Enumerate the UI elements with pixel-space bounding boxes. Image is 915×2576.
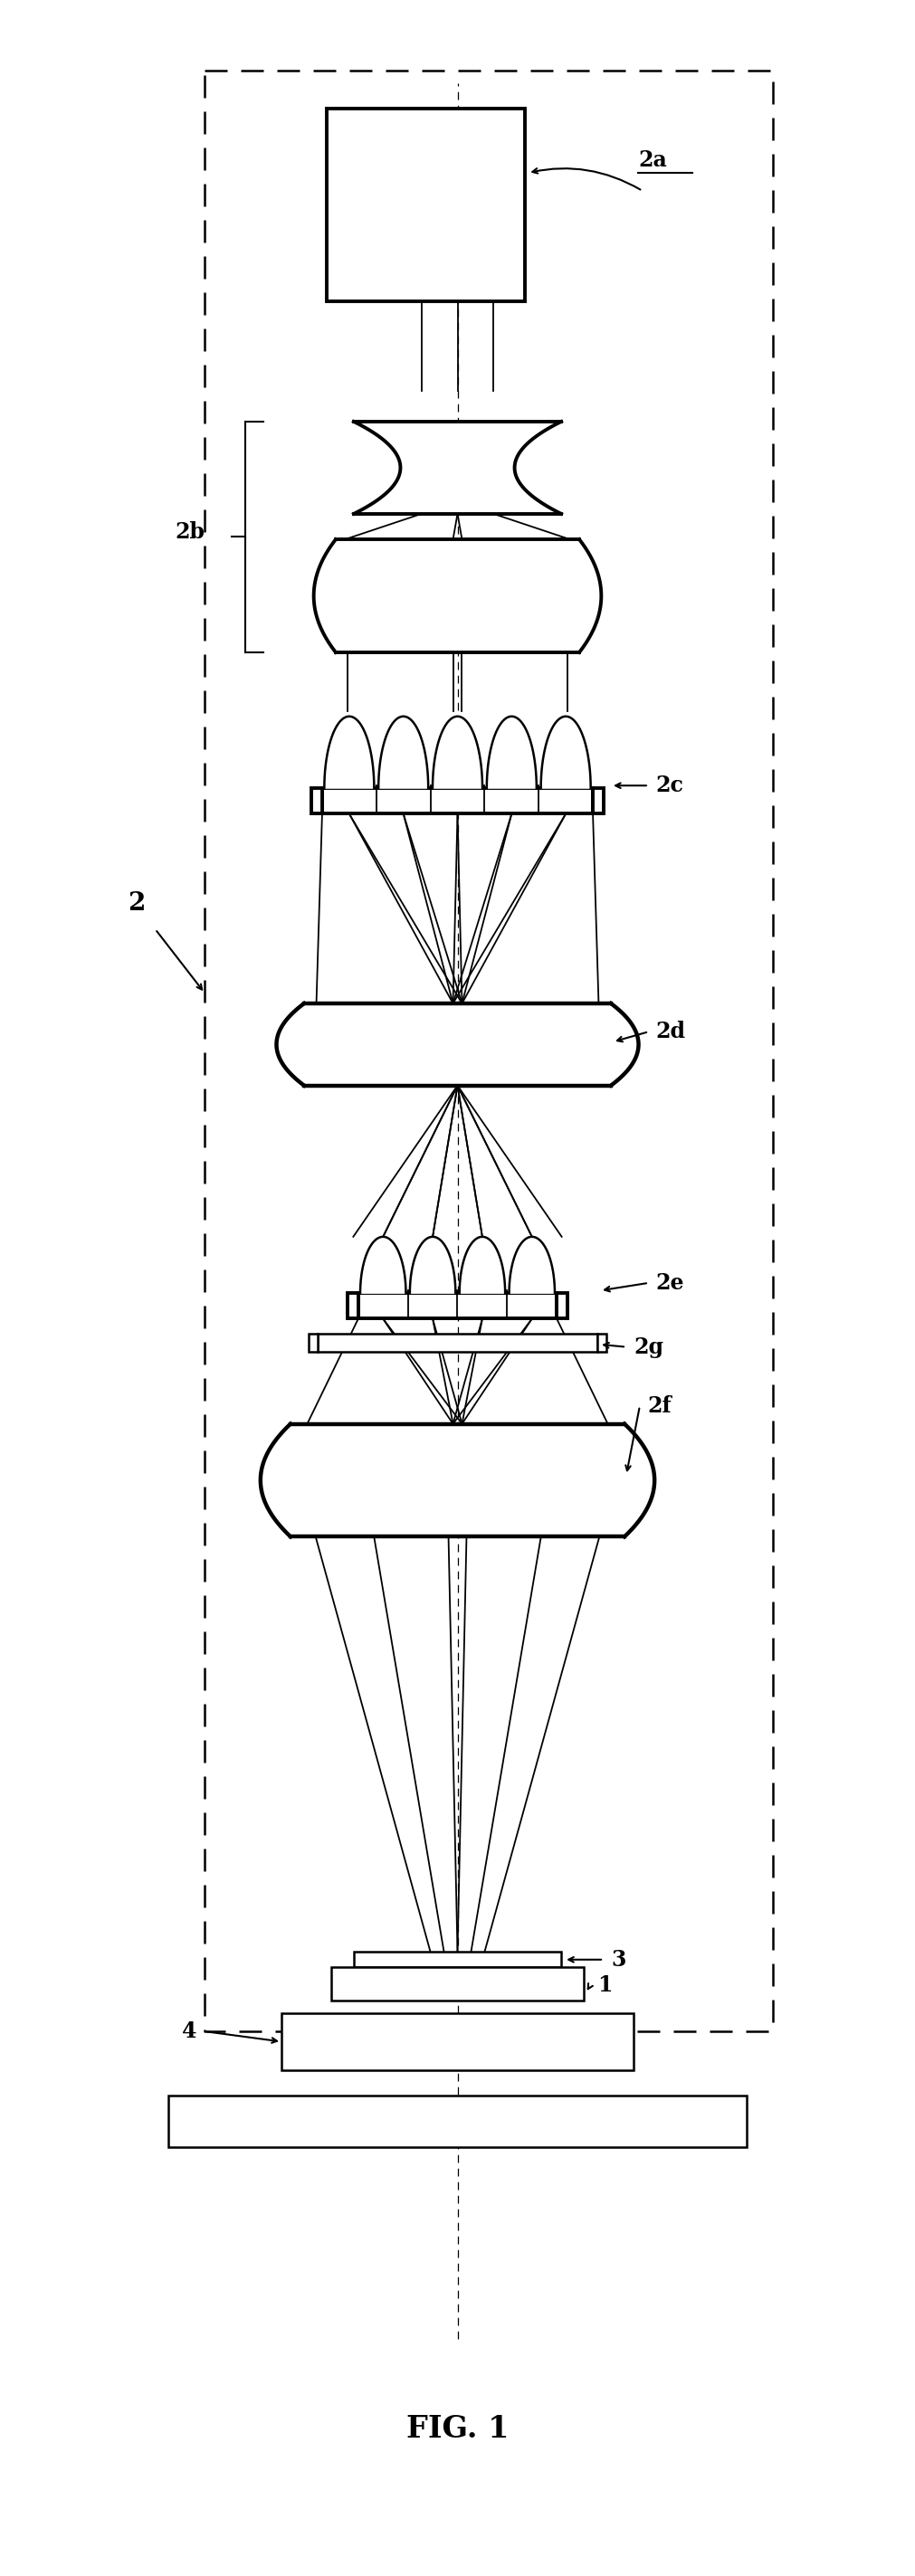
Bar (593, 788, 604, 814)
Polygon shape (509, 1236, 554, 1293)
Bar (308, 1334, 318, 1352)
Bar (354, 1953, 561, 1968)
Bar (311, 788, 322, 814)
Bar (348, 1293, 359, 1319)
Bar (318, 1334, 597, 1352)
Bar (327, 108, 525, 301)
Text: 2g: 2g (633, 1337, 663, 1358)
Bar (331, 1968, 584, 2002)
Bar (556, 1293, 567, 1319)
Polygon shape (314, 538, 601, 652)
Polygon shape (410, 1236, 456, 1293)
Text: 2: 2 (128, 891, 145, 914)
Text: FIG. 1: FIG. 1 (406, 2414, 509, 2445)
Text: 5: 5 (173, 2102, 188, 2125)
Text: 1: 1 (597, 1973, 612, 1996)
Bar (168, 2094, 747, 2146)
Polygon shape (541, 716, 591, 788)
Polygon shape (459, 1236, 505, 1293)
Polygon shape (354, 422, 561, 513)
Bar (597, 1334, 607, 1352)
Text: 4: 4 (182, 2020, 198, 2043)
Text: 2a: 2a (638, 149, 667, 170)
Polygon shape (261, 1425, 654, 1538)
Text: 3: 3 (611, 1950, 626, 1971)
Bar (282, 2014, 633, 2071)
Polygon shape (276, 1005, 639, 1084)
Text: 2f: 2f (647, 1396, 671, 1417)
Polygon shape (379, 716, 428, 788)
Polygon shape (433, 716, 482, 788)
Bar (359, 1293, 556, 1319)
Text: 2d: 2d (656, 1020, 686, 1043)
Polygon shape (361, 1236, 406, 1293)
Bar (322, 788, 593, 814)
Text: 2b: 2b (175, 520, 205, 544)
Polygon shape (487, 716, 536, 788)
Text: 2c: 2c (656, 775, 684, 796)
Text: 2e: 2e (656, 1273, 684, 1293)
Polygon shape (324, 716, 374, 788)
